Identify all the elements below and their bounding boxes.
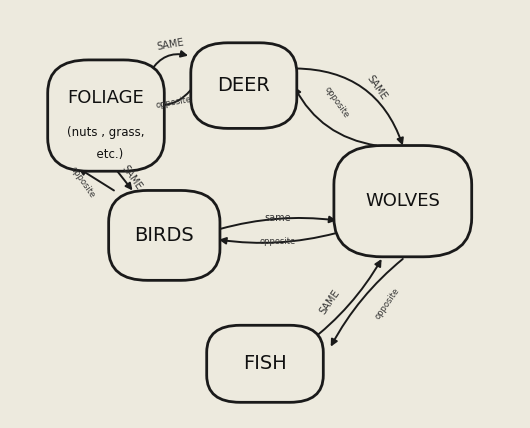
FancyArrowPatch shape	[158, 90, 191, 108]
FancyBboxPatch shape	[207, 325, 323, 402]
Text: SAME: SAME	[364, 74, 388, 102]
FancyArrowPatch shape	[80, 169, 114, 190]
Text: SAME: SAME	[317, 288, 342, 316]
Text: BIRDS: BIRDS	[135, 226, 194, 245]
FancyArrowPatch shape	[295, 88, 376, 146]
Text: same: same	[264, 213, 291, 223]
Text: opposite: opposite	[155, 95, 192, 110]
FancyArrowPatch shape	[296, 68, 403, 143]
FancyBboxPatch shape	[191, 43, 297, 128]
Text: opposite: opposite	[260, 237, 296, 247]
FancyArrowPatch shape	[220, 217, 334, 229]
FancyBboxPatch shape	[48, 60, 164, 171]
Text: WOLVES: WOLVES	[365, 192, 440, 210]
FancyArrowPatch shape	[332, 259, 403, 345]
FancyArrowPatch shape	[151, 51, 186, 71]
Text: DEER: DEER	[217, 76, 270, 95]
FancyArrowPatch shape	[308, 261, 381, 342]
Text: (nuts , grass,: (nuts , grass,	[67, 126, 145, 139]
Text: opposite: opposite	[322, 85, 351, 120]
FancyBboxPatch shape	[109, 190, 220, 280]
Text: opposite: opposite	[373, 286, 401, 321]
Text: SAME: SAME	[119, 163, 144, 192]
Text: FISH: FISH	[243, 354, 287, 373]
FancyArrowPatch shape	[221, 233, 335, 244]
Text: FOLIAGE: FOLIAGE	[68, 89, 144, 107]
FancyBboxPatch shape	[334, 146, 472, 257]
FancyArrowPatch shape	[114, 167, 131, 189]
Text: opposite: opposite	[68, 164, 96, 199]
Text: etc.): etc.)	[89, 148, 123, 160]
Text: SAME: SAME	[156, 38, 185, 52]
